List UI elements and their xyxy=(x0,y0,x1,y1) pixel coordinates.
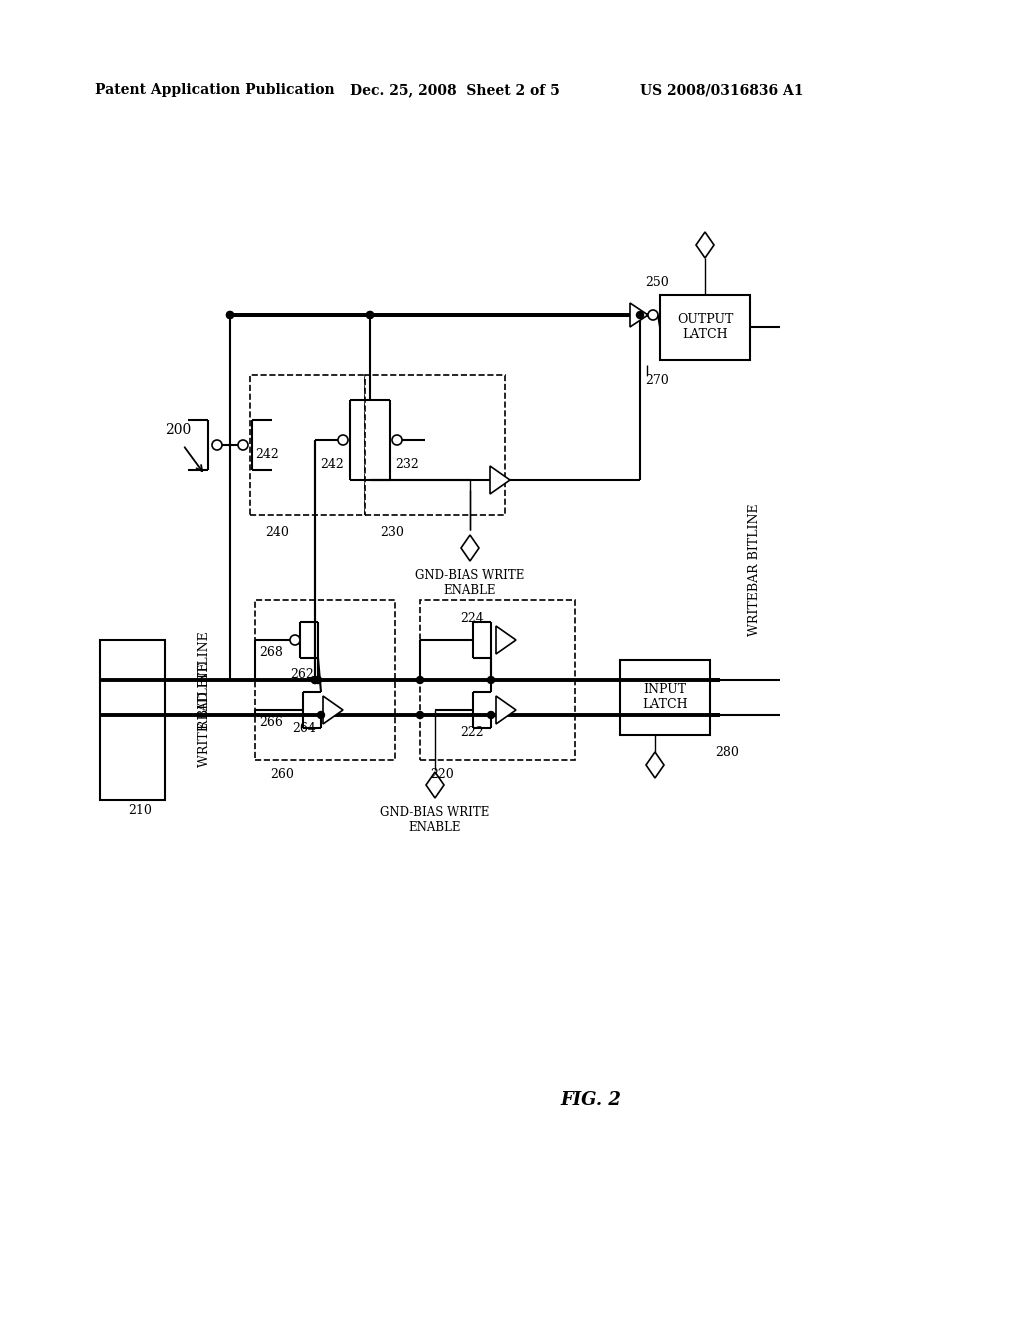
Text: WRITE BITLINE: WRITE BITLINE xyxy=(199,663,212,767)
Bar xyxy=(100,640,165,800)
Bar xyxy=(420,601,575,760)
Text: Patent Application Publication: Patent Application Publication xyxy=(95,83,335,96)
Polygon shape xyxy=(496,626,516,653)
Polygon shape xyxy=(490,466,510,494)
Circle shape xyxy=(417,676,424,684)
Polygon shape xyxy=(323,696,343,723)
Text: 200: 200 xyxy=(165,422,191,437)
Text: 242: 242 xyxy=(319,458,344,471)
Circle shape xyxy=(392,436,402,445)
Polygon shape xyxy=(426,772,444,799)
Text: 232: 232 xyxy=(395,458,419,471)
Text: READ BITLINE: READ BITLINE xyxy=(199,631,212,729)
Text: 242: 242 xyxy=(255,449,279,462)
Circle shape xyxy=(311,676,318,684)
Circle shape xyxy=(226,312,233,318)
Circle shape xyxy=(367,312,374,318)
Text: 220: 220 xyxy=(430,768,454,781)
Text: 280: 280 xyxy=(715,747,739,759)
Text: INPUT
LATCH: INPUT LATCH xyxy=(642,682,688,711)
Circle shape xyxy=(417,711,424,718)
Bar xyxy=(255,601,395,760)
Circle shape xyxy=(648,310,658,319)
Text: 270: 270 xyxy=(645,374,669,387)
Circle shape xyxy=(637,312,643,318)
Circle shape xyxy=(290,635,300,645)
Circle shape xyxy=(317,711,325,718)
Bar xyxy=(620,660,710,735)
Circle shape xyxy=(314,676,322,684)
Circle shape xyxy=(487,676,495,684)
Text: GND-BIAS WRITE
ENABLE: GND-BIAS WRITE ENABLE xyxy=(416,569,524,597)
Circle shape xyxy=(226,312,233,318)
Circle shape xyxy=(487,711,495,718)
Text: 224: 224 xyxy=(460,611,483,624)
Text: 222: 222 xyxy=(460,726,483,738)
Text: WRITEBAR BITLINE: WRITEBAR BITLINE xyxy=(749,504,762,636)
Text: 266: 266 xyxy=(259,715,283,729)
Text: 210: 210 xyxy=(128,804,152,817)
Circle shape xyxy=(311,676,318,684)
Text: Dec. 25, 2008  Sheet 2 of 5: Dec. 25, 2008 Sheet 2 of 5 xyxy=(350,83,560,96)
Circle shape xyxy=(212,440,222,450)
Text: GND-BIAS WRITE
ENABLE: GND-BIAS WRITE ENABLE xyxy=(380,807,489,834)
Bar xyxy=(250,375,365,515)
Polygon shape xyxy=(496,696,516,723)
Polygon shape xyxy=(696,232,714,257)
Text: US 2008/0316836 A1: US 2008/0316836 A1 xyxy=(640,83,804,96)
Polygon shape xyxy=(630,304,648,327)
Circle shape xyxy=(338,436,348,445)
Text: 264: 264 xyxy=(292,722,316,734)
Text: 240: 240 xyxy=(265,527,289,540)
Bar xyxy=(365,375,505,515)
Circle shape xyxy=(367,312,374,318)
Polygon shape xyxy=(646,752,664,777)
Text: 260: 260 xyxy=(270,768,294,781)
Text: 268: 268 xyxy=(259,645,283,659)
Text: 230: 230 xyxy=(380,527,403,540)
Text: 250: 250 xyxy=(645,276,669,289)
Text: OUTPUT
LATCH: OUTPUT LATCH xyxy=(677,313,733,341)
Text: FIG. 2: FIG. 2 xyxy=(560,1092,621,1109)
Bar xyxy=(660,294,750,360)
Polygon shape xyxy=(461,535,479,561)
Circle shape xyxy=(238,440,248,450)
Text: 262: 262 xyxy=(290,668,313,681)
